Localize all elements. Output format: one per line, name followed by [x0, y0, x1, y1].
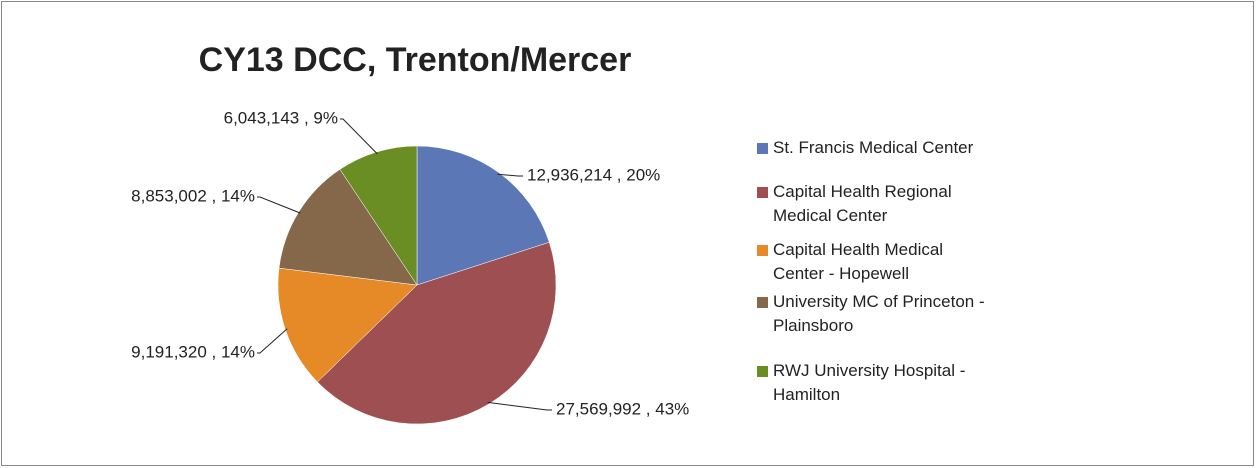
chart-title: CY13 DCC, Trenton/Mercer [199, 41, 632, 79]
legend-label: University MC of Princeton - Plainsboro [773, 292, 985, 335]
legend-swatch [757, 187, 768, 198]
leader-line [487, 401, 552, 411]
legend-item: RWJ University Hospital - Hamilton [757, 359, 997, 407]
legend-label: Capital Health Regional Medical Center [773, 182, 952, 225]
legend-label: St. Francis Medical Center [773, 138, 974, 157]
legend-swatch [757, 245, 768, 256]
leader-line [257, 328, 288, 354]
legend-swatch [757, 366, 768, 377]
leader-line [257, 196, 301, 214]
legend-item: Capital Health Regional Medical Center [757, 180, 997, 228]
legend-item: Capital Health Medical Center - Hopewell [757, 238, 997, 286]
data-label: 12,936,214 , 20% [527, 165, 660, 184]
data-label: 9,191,320 , 14% [131, 342, 255, 361]
data-label: 8,853,002 , 14% [131, 186, 255, 205]
pie-slice [317, 241, 557, 425]
leader-line [497, 173, 523, 177]
legend-item: St. Francis Medical Center [757, 136, 997, 160]
pie-slice [277, 267, 418, 383]
pie-slice [416, 145, 550, 286]
pie-slice [339, 145, 418, 286]
legend-label: RWJ University Hospital - Hamilton [773, 361, 966, 404]
legend-item: University MC of Princeton - Plainsboro [757, 290, 997, 338]
legend: St. Francis Medical Center Capital Health… [757, 136, 997, 407]
legend-swatch [757, 143, 768, 154]
leader-line [340, 118, 378, 155]
data-label: 6,043,143 , 9% [224, 108, 338, 127]
legend-swatch [757, 297, 768, 308]
legend-label: Capital Health Medical Center - Hopewell [773, 240, 944, 283]
data-label: 27,569,992 , 43% [556, 399, 689, 418]
